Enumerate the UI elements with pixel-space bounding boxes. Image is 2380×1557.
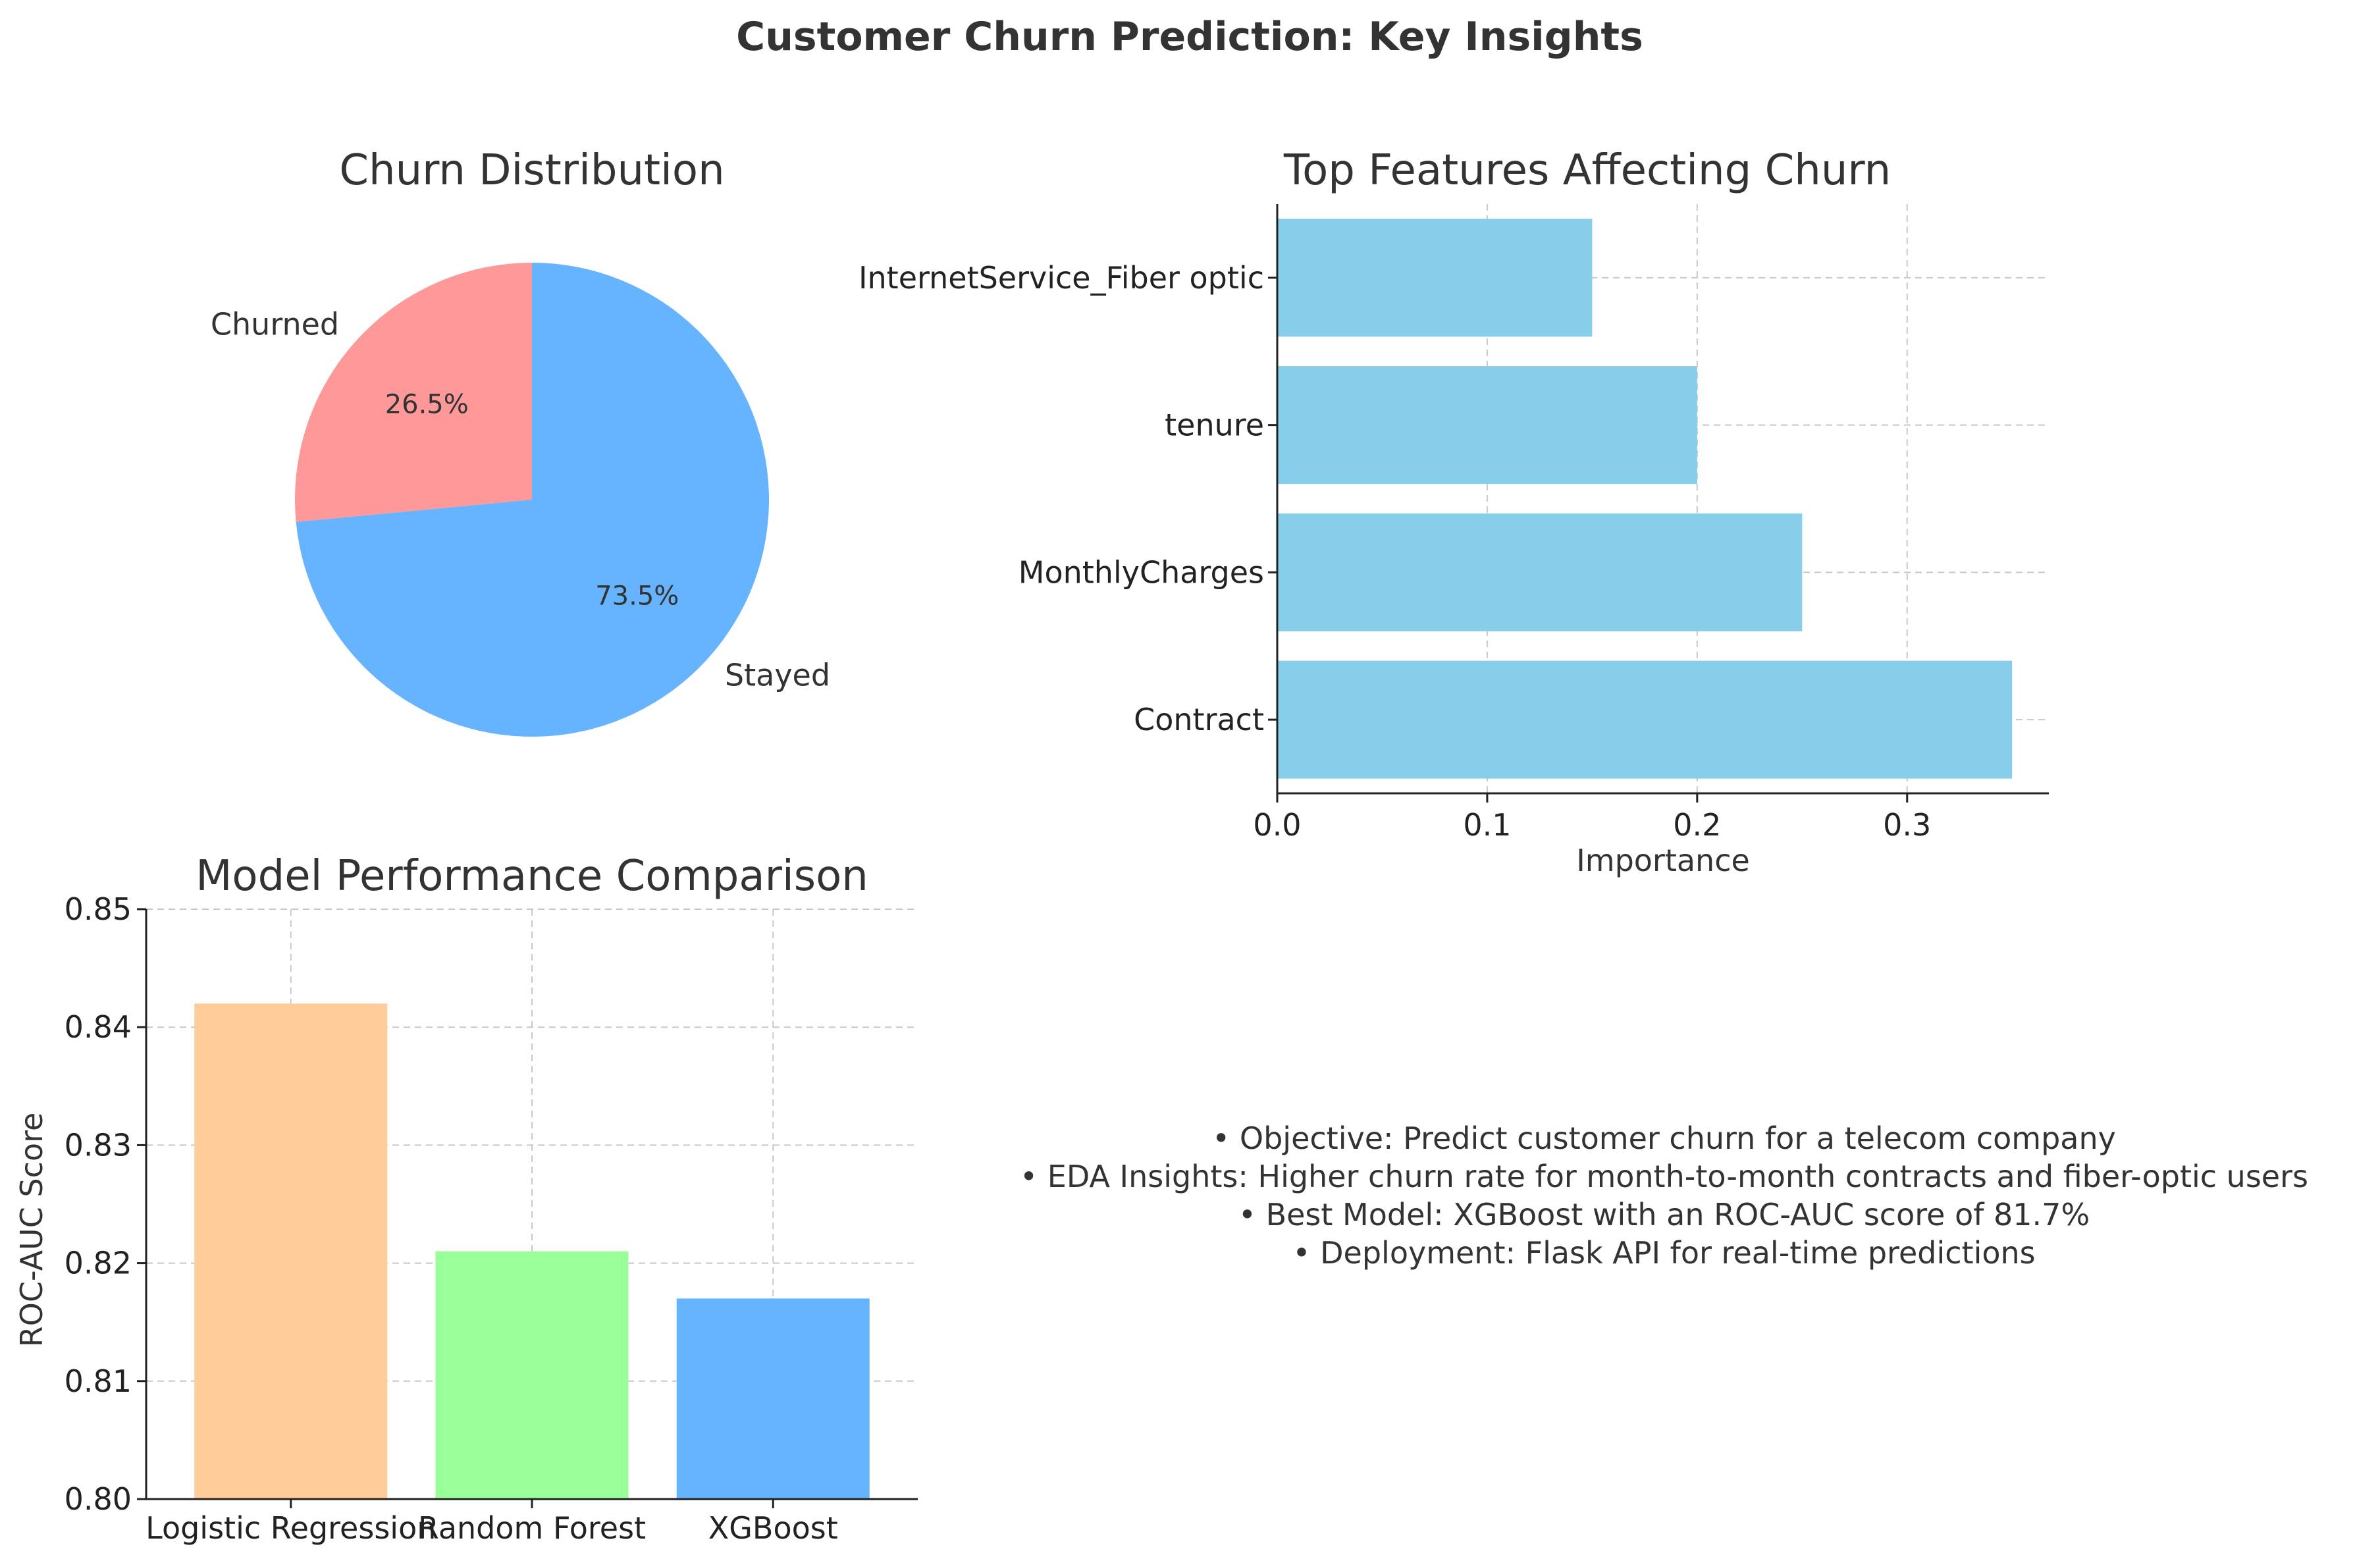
model-chart-title: Model Performance Comparison [196,852,868,901]
model-xtick-label-xgboost: XGBoost [708,1510,838,1546]
feature-importance-chart: Top Features Affecting Churn 0.0 0.1 0.2 0.… [859,146,2049,878]
pie-label-stayed: Stayed [725,658,830,693]
pie-slice-stayed [296,263,769,737]
model-ytick-label: 0.85 [65,891,132,927]
feature-chart-title: Top Features Affecting Churn [1283,146,1891,195]
model-xtick-label-random-forest: Random Forest [418,1510,646,1546]
feat-ytick-label-monthlycharges: MonthlyCharges [1018,554,1264,590]
model-bar-random-forest [435,1251,629,1499]
feat-xtick-label: 0.3 [1883,807,1931,843]
note-line-deployment: • Deployment: Flask API for real-time pr… [1292,1235,2036,1271]
model-bar-xgboost [676,1298,870,1499]
note-line-eda: • EDA Insights: Higher churn rate for mo… [1020,1159,2308,1194]
feat-xtick-label: 0.2 [1673,807,1721,843]
feat-xtick-label: 0.1 [1463,807,1511,843]
figure-title: Customer Churn Prediction: Key Insights [736,14,1643,60]
feat-bar-internetservice-fiber-optic [1277,219,1593,337]
feat-ytick-label-contract: Contract [1134,702,1264,737]
note-line-objective: • Objective: Predict customer churn for … [1212,1121,2116,1156]
model-ytick-label: 0.80 [65,1481,132,1517]
model-performance-chart: Model Performance Comparison 0.80 0.81 0.8… [14,852,918,1546]
pie-chart-title: Churn Distribution [339,146,724,195]
model-chart-ylabel: ROC-AUC Score [14,1113,49,1348]
model-ytick-label: 0.82 [65,1246,132,1281]
model-xtick-label-logistic-regression: Logistic Regression [145,1510,436,1546]
pie-pct-churned: 26.5% [385,390,469,420]
insights-notes: • Objective: Predict customer churn for … [948,1119,2380,1272]
note-line-best-model: • Best Model: XGBoost with an ROC-AUC sc… [1238,1197,2090,1232]
pie-label-churned: Churned [211,306,339,342]
feat-ytick-label-tenure: tenure [1165,408,1264,443]
feature-chart-xlabel: Importance [1576,843,1750,878]
feat-bar-tenure [1277,366,1697,485]
model-ytick-label: 0.84 [65,1009,132,1045]
model-ytick-label: 0.81 [65,1363,132,1399]
pie-slice-churned [294,263,532,522]
pie-chart: Churn Distribution Churned 26.5% Stayed 73.… [211,146,830,737]
model-bar-logistic-regression [194,1003,388,1499]
feat-xtick-label: 0.0 [1253,807,1301,843]
pie-pct-stayed: 73.5% [595,581,679,611]
feat-ytick-label-internetservice-fiber-optic: InternetService_Fiber optic [859,260,1264,296]
feat-bar-monthlycharges [1277,513,1803,631]
model-ytick-label: 0.83 [65,1127,132,1163]
feat-bar-contract [1277,660,2013,779]
